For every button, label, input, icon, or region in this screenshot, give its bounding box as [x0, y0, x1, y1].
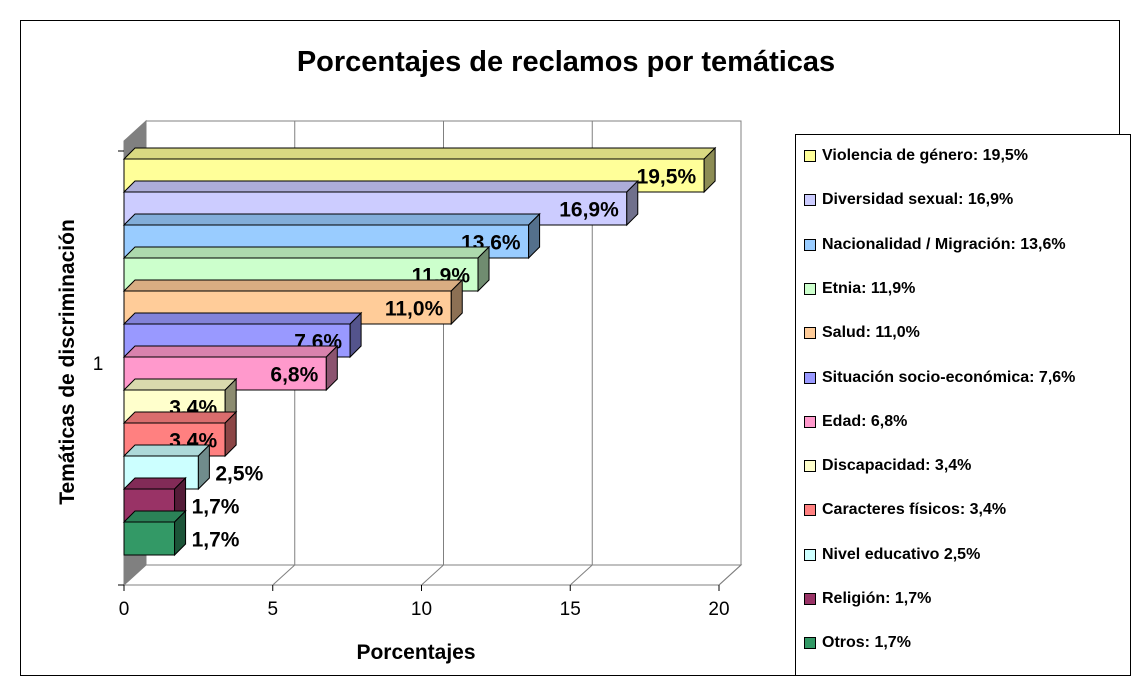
bar-top-4: [122, 279, 464, 292]
floor-gridline: [569, 564, 593, 586]
legend-label: Nivel educativo 2,5%: [822, 545, 981, 563]
x-tick-label: 20: [708, 599, 729, 620]
bar-top-7: [122, 378, 238, 391]
legend-label: Diversidad sexual: 16,9%: [822, 191, 1014, 209]
x-axis-title: Porcentajes: [356, 641, 475, 664]
bar-end-4: [450, 278, 463, 326]
legend-swatch: [804, 548, 816, 561]
chart-title: Porcentajes de reclamos por temáticas: [297, 46, 835, 78]
data-label-9: 2,5%: [215, 463, 263, 486]
data-label-10: 1,7%: [192, 496, 240, 519]
bar-end-9: [197, 443, 210, 491]
legend-label: Situación socio-económica: 7,6%: [822, 368, 1076, 386]
legend-item: Religión: 1,7%: [804, 590, 931, 608]
bar-top-2: [122, 213, 541, 226]
legend-item: Salud: 11,0%: [804, 324, 920, 342]
legend-label: Edad: 6,8%: [822, 412, 908, 430]
legend-swatch: [804, 460, 816, 473]
legend-swatch: [804, 415, 816, 428]
floor-gridline: [718, 564, 742, 586]
legend-swatch: [804, 327, 816, 340]
legend-label: Caracteres físicos: 3,4%: [822, 501, 1007, 519]
bar-top-6: [122, 345, 339, 358]
bar-top-8: [122, 411, 238, 424]
legend-swatch: [804, 637, 816, 650]
bar-end-0: [703, 146, 716, 194]
bar-top-5: [122, 312, 363, 325]
bar-top-1: [122, 180, 639, 193]
legend-label: Discapacidad: 3,4%: [822, 457, 972, 475]
bar-top-0: [122, 147, 717, 160]
legend: Violencia de género: 19,5% Diversidad sex…: [795, 134, 1131, 676]
data-label-4: 11,0%: [385, 298, 444, 321]
legend-swatch: [804, 150, 816, 162]
bar-11: [123, 521, 176, 556]
legend-swatch: [804, 593, 816, 605]
legend-swatch: [804, 371, 816, 384]
floor-gridline: [272, 564, 296, 586]
x-tick-label: 15: [560, 599, 581, 620]
x-tick-label: 5: [267, 599, 278, 620]
category-tick-label: 1: [93, 354, 104, 375]
legend-item: Caracteres físicos: 3,4%: [804, 501, 1006, 519]
x-tick-label: 10: [411, 599, 432, 620]
legend-item: Situación socio-económica: 7,6%: [804, 369, 1075, 387]
chart-frame: Porcentajes de reclamos por temáticas 0 5…: [20, 20, 1131, 676]
legend-item: Discapacidad: 3,4%: [804, 457, 971, 475]
bar-end-3: [477, 245, 490, 293]
legend-swatch: [804, 238, 816, 251]
bar-end-2: [528, 212, 541, 260]
legend-item: Etnia: 11,9%: [804, 280, 915, 298]
legend-label: Otros: 1,7%: [822, 634, 911, 652]
legend-item: Otros: 1,7%: [804, 634, 911, 652]
x-tick-label: 0: [119, 599, 130, 620]
y-axis-title: Temáticas de discriminación: [56, 219, 79, 505]
legend-item: Diversidad sexual: 16,9%: [804, 191, 1013, 209]
legend-label: Violencia de género: 19,5%: [822, 147, 1029, 164]
legend-item: Nacionalidad / Migración: 13,6%: [804, 236, 1066, 254]
legend-label: Nacionalidad / Migración: 13,6%: [822, 235, 1066, 253]
data-label-6: 6,8%: [270, 364, 318, 387]
bar-top-3: [122, 246, 491, 259]
legend-item: Edad: 6,8%: [804, 413, 907, 431]
data-label-11: 1,7%: [192, 529, 240, 552]
bar-top-9: [122, 444, 211, 457]
chart-area: Porcentajes de reclamos por temáticas 0 5…: [56, 46, 835, 664]
floor-gridline: [421, 564, 444, 586]
legend-item: Violencia de género: 19,5%: [804, 147, 1028, 165]
bar-end-5: [349, 311, 362, 359]
legend-item: Nivel educativo 2,5%: [804, 546, 980, 564]
legend-label: Salud: 11,0%: [822, 324, 920, 342]
bar-end-6: [325, 344, 338, 392]
legend-label: Etnia: 11,9%: [822, 279, 916, 297]
plot-layer: 0 5 10 15 2019,5%16,9%13,6%11,9%11,0%7,6%6,8…: [118, 119, 743, 620]
bar-end-8: [224, 410, 237, 458]
data-label-1: 16,9%: [559, 199, 619, 222]
legend-swatch: [804, 194, 816, 207]
legend-swatch: [804, 282, 816, 295]
legend-swatch: [804, 504, 816, 517]
bar-end-1: [626, 179, 639, 227]
data-label-0: 19,5%: [637, 166, 697, 189]
bar-end-11: [174, 509, 187, 557]
legend-label: Religión: 1,7%: [822, 590, 932, 607]
